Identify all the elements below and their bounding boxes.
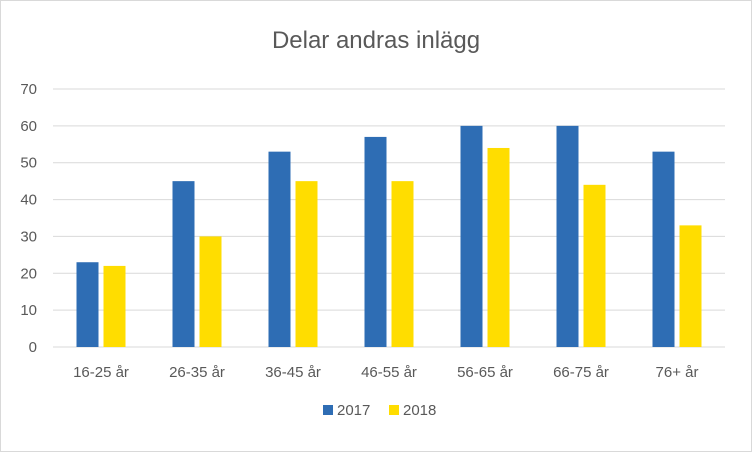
legend-label: 2018 bbox=[403, 402, 436, 419]
bar-2018-1 bbox=[199, 236, 222, 347]
bar-2017-5 bbox=[556, 125, 579, 347]
bar-2018-2 bbox=[295, 181, 318, 347]
x-tick-label: 36-45 år bbox=[265, 364, 321, 381]
bar-2017-4 bbox=[460, 125, 483, 347]
y-tick-label: 60 bbox=[20, 118, 37, 135]
y-tick-label: 40 bbox=[20, 192, 37, 209]
legend-swatch-2017 bbox=[323, 405, 333, 415]
x-tick-label: 76+ år bbox=[656, 364, 699, 381]
bar-2018-4 bbox=[487, 147, 510, 347]
chart-title: Delar andras inlägg bbox=[271, 27, 481, 54]
legend-swatch-2018 bbox=[389, 405, 399, 415]
x-tick-label: 66-75 år bbox=[553, 364, 609, 381]
y-tick-label: 0 bbox=[29, 339, 37, 356]
bar-2017-2 bbox=[268, 151, 291, 347]
gridlines bbox=[53, 88, 725, 348]
bar-2017-0 bbox=[76, 262, 99, 347]
y-tick-label: 20 bbox=[20, 265, 37, 282]
bar-2017-1 bbox=[172, 181, 195, 347]
y-axis-ticks: 0 10 20 30 40 50 60 70 bbox=[20, 81, 37, 356]
legend-label: 2017 bbox=[337, 402, 370, 419]
x-tick-label: 56-65 år bbox=[457, 364, 513, 381]
bars bbox=[76, 125, 702, 347]
bar-2017-3 bbox=[364, 136, 387, 347]
x-tick-label: 26-35 år bbox=[169, 364, 225, 381]
bar-2018-6 bbox=[679, 225, 702, 347]
bar-2018-0 bbox=[103, 265, 126, 347]
bar-2017-6 bbox=[652, 151, 675, 347]
x-axis-ticks: 16-25 år 26-35 år 36-45 år 46-55 år 56-65 år… bbox=[73, 364, 698, 381]
legend: 2017 2018 bbox=[323, 402, 436, 419]
y-tick-label: 50 bbox=[20, 155, 37, 172]
y-tick-label: 10 bbox=[20, 302, 37, 319]
y-tick-label: 70 bbox=[20, 81, 37, 98]
x-tick-label: 16-25 år bbox=[73, 364, 129, 381]
bar-2018-3 bbox=[391, 181, 414, 347]
x-tick-label: 46-55 år bbox=[361, 364, 417, 381]
bar-2018-5 bbox=[583, 184, 606, 347]
y-tick-label: 30 bbox=[20, 228, 37, 245]
